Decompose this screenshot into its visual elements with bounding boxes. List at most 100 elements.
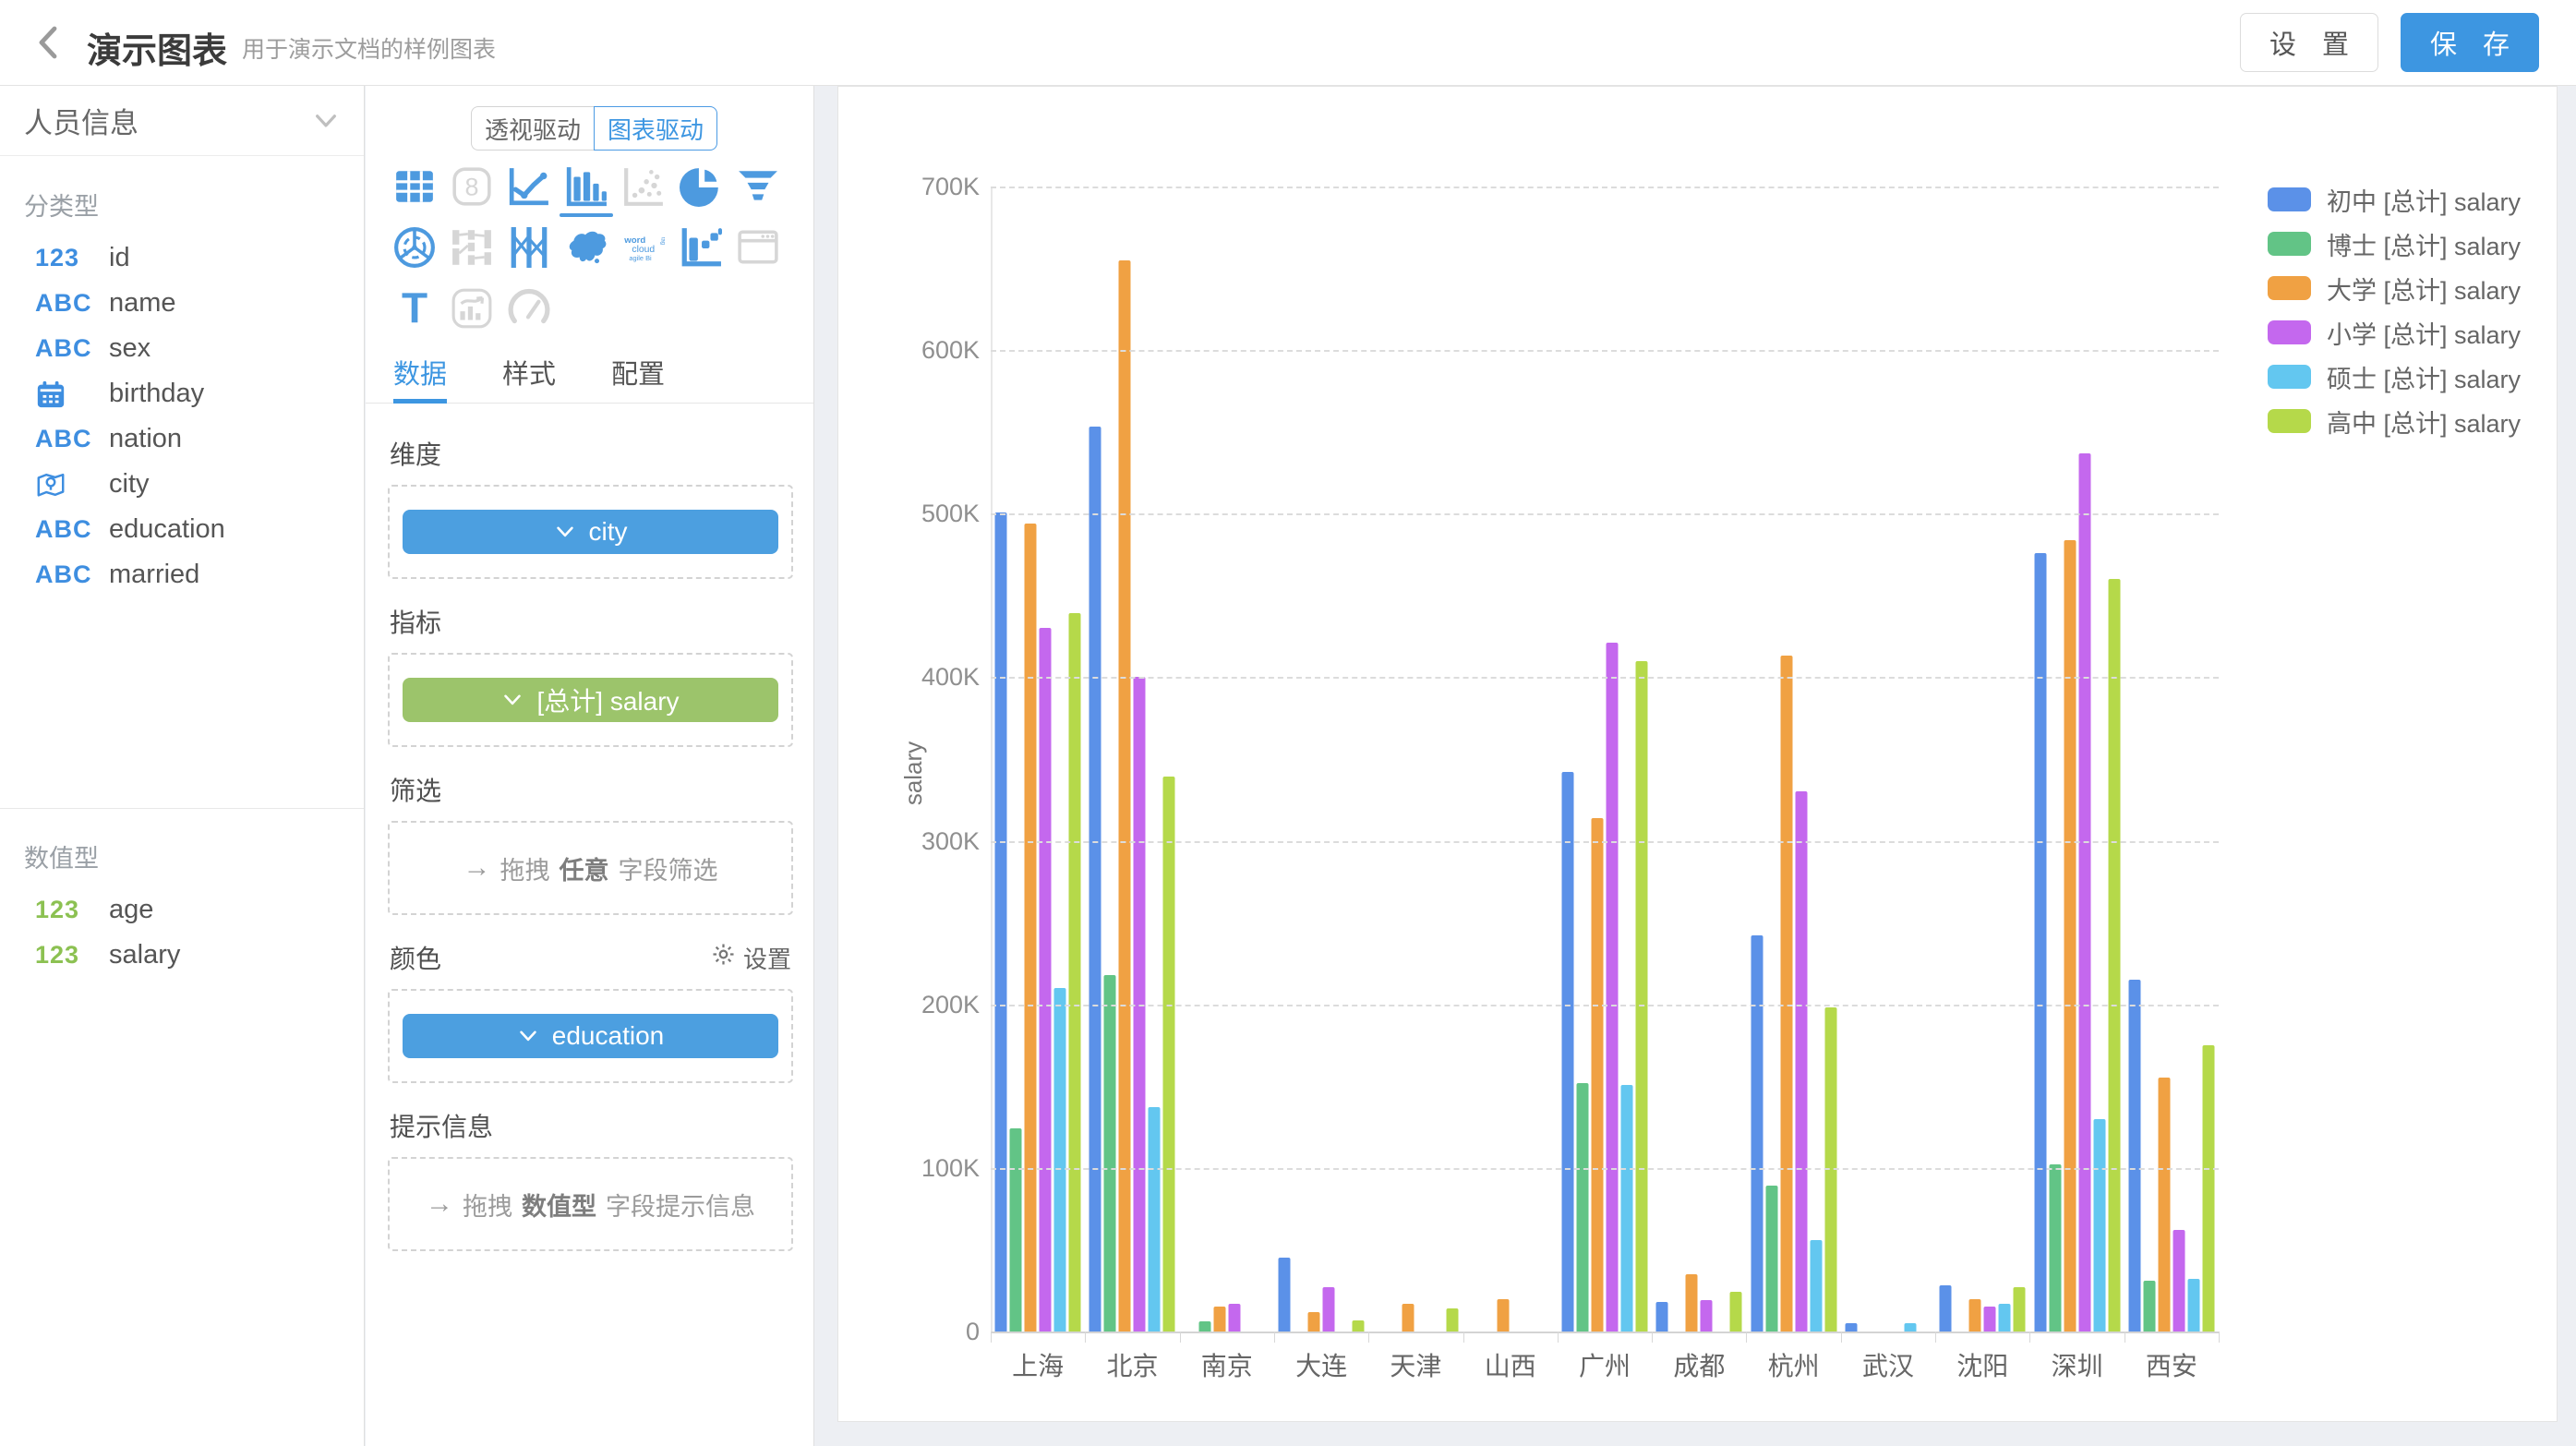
scatter-bar-icon[interactable] [672,226,729,287]
radar-icon[interactable] [386,226,443,287]
color-settings-button[interactable]: 设置 [711,941,791,975]
parallel-icon[interactable] [500,226,558,287]
settings-button[interactable]: 设 置 [2240,13,2378,72]
field-item-name[interactable]: ABCname [0,281,364,326]
section-label: 数值型 [24,838,364,874]
bar-group-山西 [1463,187,1558,1332]
filter-placeholder: → 拖拽任意字段筛选 [463,850,718,886]
scatter-plot-icon[interactable] [615,165,672,226]
chevron-down-icon [312,107,340,135]
section-label: 分类型 [24,187,364,223]
line-chart-icon[interactable] [500,165,558,226]
color-pill-education[interactable]: education [403,1014,778,1058]
bar [2187,1279,2199,1332]
table-icon[interactable] [386,165,443,226]
builder-tab-0[interactable]: 数据 [393,357,447,404]
dataset-name: 人员信息 [24,100,138,141]
x-axis-label: 广州 [1558,1346,1652,1383]
svg-text:T: T [402,287,427,330]
number-card-icon[interactable]: 8 [443,165,500,226]
field-item-sex[interactable]: ABCsex [0,326,364,371]
page-subtitle: 用于演示文档的样例图表 [242,31,496,65]
combo-chart-icon[interactable] [443,287,500,348]
dimension-pill-city[interactable]: city [403,510,778,554]
x-axis-label: 南京 [1180,1346,1274,1383]
legend-item-5[interactable]: 高中 [总计] salary [2268,399,2521,443]
bar [2093,1119,2105,1332]
bar [2143,1281,2155,1332]
bar [1577,1083,1589,1332]
metric-dropzone[interactable]: [总计] salary [388,653,793,747]
numeric-fields-section: 数值型 123age123salary [0,808,364,978]
gridline [991,350,2219,352]
categorical-fields-section: 分类型 123idABCnameABCsexbirthdayABCnationc… [0,157,364,597]
bar [1353,1320,1365,1332]
back-icon[interactable] [31,24,68,61]
field-item-birthday[interactable]: birthday [0,371,364,416]
bar [1010,1128,1022,1332]
field-item-nation[interactable]: ABCnation [0,416,364,462]
bar [1810,1240,1822,1332]
color-dropzone[interactable]: education [388,989,793,1083]
bar [1104,975,1116,1332]
gridline [991,677,2219,679]
bar [1656,1302,1668,1332]
bar [1999,1304,2011,1332]
bar [1780,656,1792,1332]
mode-tab-1[interactable]: 图表驱动 [594,106,717,151]
x-axis-tick [1368,1332,1369,1343]
bar [1969,1299,1981,1332]
string-type-icon: ABC [35,334,96,363]
metric-pill-salary[interactable]: [总计] salary [403,678,778,722]
dataset-selector[interactable]: 人员信息 [0,86,364,156]
legend-item-4[interactable]: 硕士 [总计] salary [2268,355,2521,399]
funnel-icon[interactable] [729,165,787,226]
filter-dropzone[interactable]: → 拖拽任意字段筛选 [388,821,793,915]
legend-label: 高中 [总计] salary [2327,404,2521,440]
save-button[interactable]: 保 存 [2401,13,2539,72]
field-item-education[interactable]: ABCeducation [0,507,364,552]
bar [1119,260,1131,1332]
field-item-age[interactable]: 123age [0,887,364,933]
bar-group-天津 [1368,187,1463,1332]
field-item-id[interactable]: 123id [0,235,364,281]
chevron-down-icon [501,689,524,711]
map-pin-icon [35,469,96,500]
legend-item-2[interactable]: 大学 [总计] salary [2268,266,2521,310]
bar [2173,1230,2185,1332]
builder-tab-1[interactable]: 样式 [502,357,556,404]
bar [1025,524,1037,1332]
bar-group-成都 [1652,187,1746,1332]
bar [2128,980,2140,1332]
field-item-salary[interactable]: 123salary [0,933,364,978]
field-name: nation [109,424,182,454]
field-item-city[interactable]: city [0,462,364,507]
sankey-icon[interactable] [443,226,500,287]
tooltip-dropzone[interactable]: → 拖拽数值型字段提示信息 [388,1157,793,1251]
bar [1402,1304,1414,1332]
number-type-icon: 123 [35,941,96,970]
china-map-icon[interactable] [558,226,615,287]
string-type-icon: ABC [35,289,96,318]
mode-tab-0[interactable]: 透视驱动 [471,106,594,151]
pie-chart-icon[interactable] [672,165,729,226]
legend-item-3[interactable]: 小学 [总计] salary [2268,310,2521,355]
legend-item-1[interactable]: 博士 [总计] salary [2268,222,2521,266]
bar-chart-icon[interactable] [558,165,615,226]
y-axis-title: salary [899,741,928,805]
gauge-icon[interactable] [500,287,558,348]
chart-builder-panel: 透视驱动图表驱动 8wordtagcloudagile BiT 数据样式配置 维… [366,86,814,1446]
field-item-married[interactable]: ABCmarried [0,552,364,597]
dimension-dropzone[interactable]: city [388,485,793,579]
bar [1497,1299,1509,1332]
bar [2078,453,2090,1332]
x-axis-label: 武汉 [1841,1346,1935,1383]
word-cloud-icon[interactable]: wordtagcloudagile Bi [615,226,672,287]
legend-swatch [2268,232,2311,256]
text-icon[interactable]: T [386,287,443,348]
legend-item-0[interactable]: 初中 [总计] salary [2268,177,2521,222]
calendar-icon [35,379,96,410]
iframe-icon[interactable] [729,226,787,287]
x-axis-tick [1085,1332,1086,1343]
builder-tab-2[interactable]: 配置 [611,357,665,404]
